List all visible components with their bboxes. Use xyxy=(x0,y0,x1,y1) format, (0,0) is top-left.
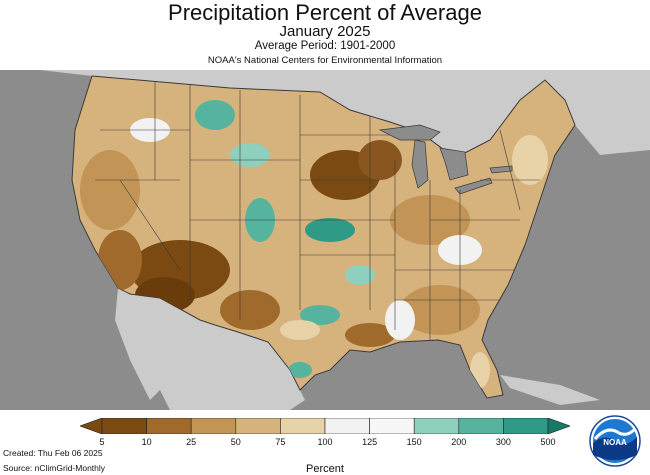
precipitation-map xyxy=(0,70,650,410)
agency-label: NOAA's National Centers for Environmenta… xyxy=(207,55,443,66)
colorbar-tick-label: 200 xyxy=(451,437,467,447)
colorbar-tick-label: 5 xyxy=(99,437,105,447)
cuba-land xyxy=(500,375,600,405)
colorbar-cell xyxy=(458,418,504,434)
baja-peninsula xyxy=(115,288,160,400)
map-period: January 2025 xyxy=(279,23,371,40)
colorbar-cell xyxy=(235,418,281,434)
colorbar-low-arrow xyxy=(80,418,103,434)
normal-texas xyxy=(280,320,320,340)
colorbar-cell xyxy=(101,418,147,434)
lake-michigan xyxy=(411,139,429,189)
lake-erie xyxy=(454,177,493,195)
colorbar-tick-label: 10 xyxy=(141,437,152,447)
map-title: Precipitation Percent of Average xyxy=(168,0,482,25)
normal-mississippi xyxy=(385,300,415,340)
average-period: Average Period: 1901-2000 xyxy=(254,40,396,52)
colorbar-cell xyxy=(503,418,549,434)
colorbar-tick-label: 25 xyxy=(186,437,197,447)
colorbar-cell xyxy=(190,418,237,434)
noaa-logo-text: NOAA xyxy=(603,438,627,447)
colorbar-tick-label: 100 xyxy=(317,437,333,447)
lake-superior xyxy=(378,124,441,141)
wet-texas-south xyxy=(288,362,312,378)
noaa-logo: NOAA xyxy=(589,415,641,467)
dry-louisiana xyxy=(345,323,395,347)
created-date: Created: Thu Feb 06 2025 xyxy=(3,448,103,458)
normal-northeast xyxy=(512,135,548,185)
wet-wyoming xyxy=(230,143,270,167)
colorbar-tick-label: 300 xyxy=(495,437,511,447)
colorbar-cell xyxy=(413,418,460,434)
wet-texas-east xyxy=(300,305,340,325)
dry-texas-west xyxy=(220,290,280,330)
colorbar-unit-label: Percent xyxy=(306,463,344,475)
colorbar xyxy=(80,418,570,434)
mexico-land xyxy=(120,294,305,410)
wet-arkansas xyxy=(345,265,375,285)
colorbar-tick-label: 500 xyxy=(540,437,556,447)
dry-west xyxy=(80,150,140,230)
colorbar-cell xyxy=(146,418,192,434)
colorbar-tick-label: 75 xyxy=(275,437,286,447)
lake-huron xyxy=(439,147,469,181)
colorbar-tick-label: 150 xyxy=(406,437,422,447)
lake-ontario xyxy=(489,165,513,174)
colorbar-cell xyxy=(324,418,370,434)
colorbar-tick-label: 50 xyxy=(230,437,241,447)
colorbar-cell xyxy=(369,418,415,434)
state-borders xyxy=(95,76,540,340)
colorbar-tick-label: 125 xyxy=(362,437,378,447)
wet-montana xyxy=(195,100,235,130)
canada-land xyxy=(0,70,650,158)
source-label: Source: nClimGrid-Monthly xyxy=(3,463,106,473)
colorbar-cell xyxy=(280,418,326,434)
wet-kansas xyxy=(305,218,355,242)
dry-minnesota xyxy=(358,140,402,180)
colorbar-high-arrow xyxy=(547,418,570,434)
